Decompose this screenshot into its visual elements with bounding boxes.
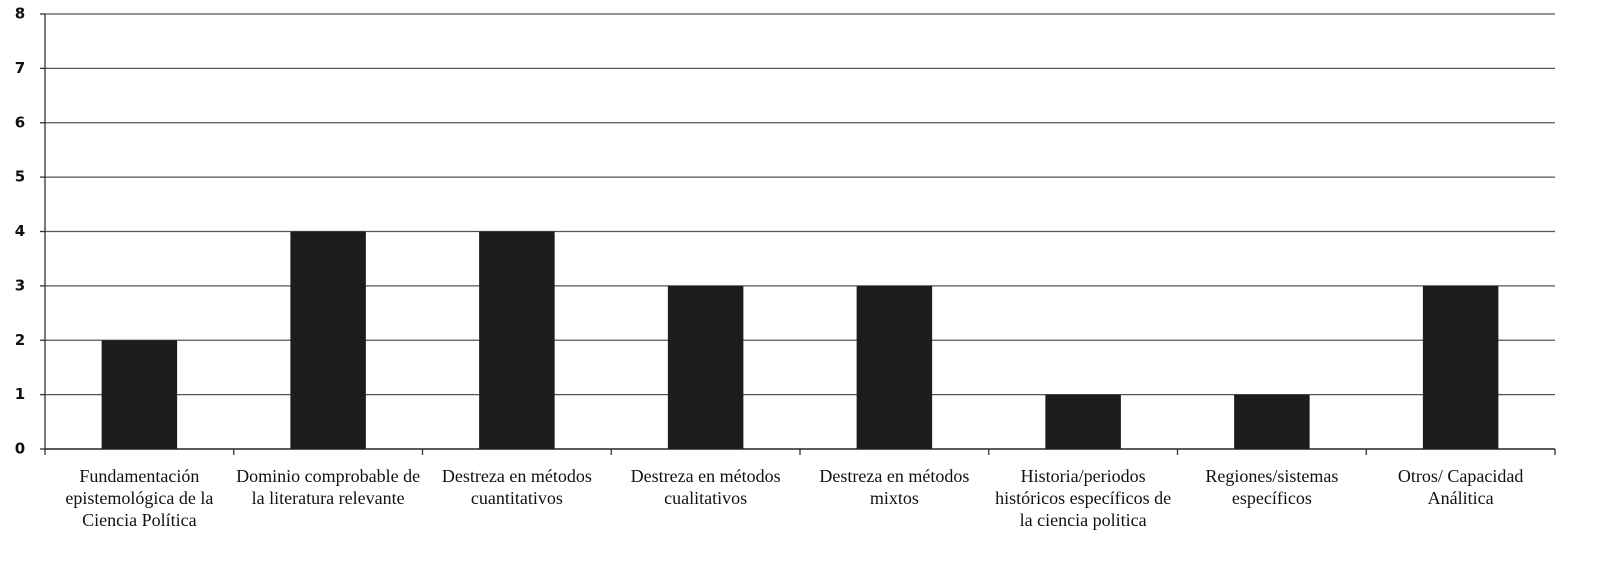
y-tick-label: 0 [15, 440, 25, 458]
x-tick-label: Historia/periodos históricos específicos… [995, 466, 1172, 530]
x-tick-label: Destreza en métodos mixtos [819, 466, 970, 508]
y-tick-label: 3 [15, 276, 25, 294]
y-tick-label: 4 [15, 222, 25, 240]
bar [101, 340, 178, 449]
x-tick-label: Destreza en métodos cualitativos [630, 466, 781, 508]
y-tick-label: 2 [15, 331, 25, 349]
bar [1234, 394, 1310, 449]
y-tick-label: 1 [15, 385, 25, 403]
y-tick-label: 7 [15, 59, 25, 77]
y-tick-label: 6 [15, 113, 25, 131]
x-tick-label: Otros/ Capacidad Análitica [1397, 466, 1524, 508]
x-tick-label: Destreza en métodos cuantitativos [441, 466, 592, 508]
bar [1422, 285, 1499, 449]
y-tick-label: 8 [15, 5, 25, 23]
bar [667, 285, 744, 449]
x-tick-label: Fundamentación epistemológica de la Cien… [65, 466, 214, 530]
bar [290, 231, 366, 449]
y-tick-label: 5 [15, 168, 25, 186]
x-tick-label: Regiones/sistemas específicos [1205, 466, 1339, 508]
bar [856, 285, 933, 449]
bar [479, 231, 555, 449]
x-tick-label: Dominio comprobable de la literatura rel… [236, 466, 421, 508]
bar [1045, 394, 1121, 449]
